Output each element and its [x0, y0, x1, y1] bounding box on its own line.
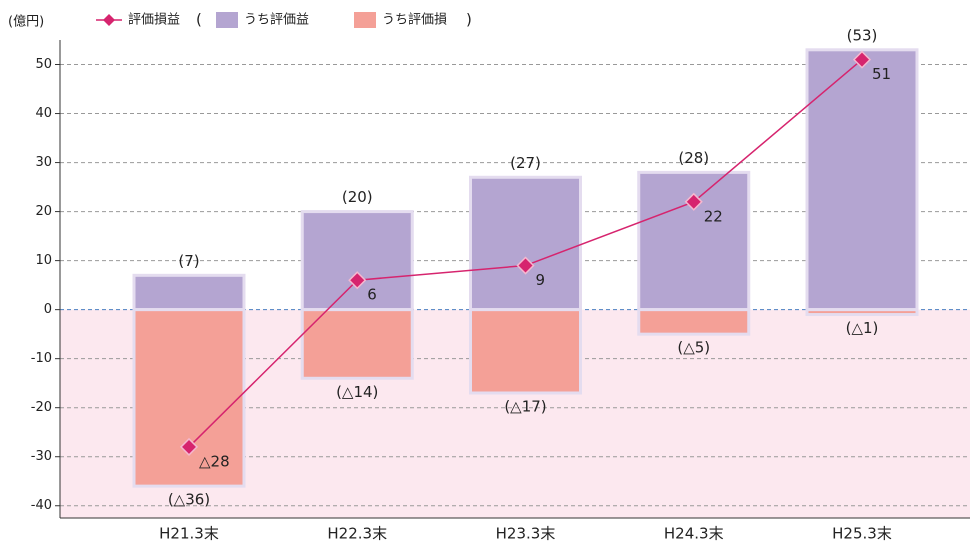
bar-body [805, 48, 919, 312]
value-label: 22 [704, 207, 723, 225]
y-tick-label: -30 [31, 449, 52, 464]
value-label: (28) [678, 149, 709, 167]
legend-label: 評価損益 [128, 13, 180, 28]
x-tick-label: H21.3末 [159, 525, 219, 543]
y-tick-label: 30 [35, 155, 52, 170]
x-tick-label: H23.3末 [496, 525, 556, 543]
value-label: (20) [342, 188, 373, 206]
value-label: (△36) [168, 491, 210, 509]
y-tick-label: -40 [31, 498, 52, 513]
y-tick-label: -20 [31, 400, 52, 415]
legend-swatch [354, 12, 376, 28]
x-tick-label: H25.3末 [832, 525, 892, 543]
line-marker [516, 256, 535, 275]
x-tick-label: H24.3末 [664, 525, 724, 543]
legend-bracket: ( [196, 11, 202, 29]
y-tick-label: 40 [35, 106, 52, 121]
y-tick-label: 0 [44, 302, 52, 317]
bar-body [805, 308, 919, 317]
unit-label: (億円) [8, 14, 44, 30]
legend-label: うち評価損 [382, 13, 447, 28]
y-tick-label: 20 [35, 204, 52, 219]
bar [805, 308, 919, 317]
bar [469, 308, 582, 395]
value-label: (7) [178, 252, 199, 270]
line-marker [348, 271, 367, 290]
x-tick-label: H22.3末 [327, 525, 387, 543]
legend-marker [103, 14, 115, 26]
bar [469, 175, 582, 312]
bar-body [469, 175, 582, 312]
bar [132, 308, 246, 488]
value-label: (△14) [336, 383, 378, 401]
legend-bracket: ) [466, 11, 472, 29]
legend-swatch [216, 12, 238, 28]
value-label: (27) [510, 154, 541, 172]
bar-body [637, 308, 751, 336]
y-tick-label: 10 [35, 253, 52, 268]
value-label: (△5) [677, 339, 710, 357]
value-label: △28 [199, 452, 230, 470]
y-tick-label: 50 [35, 57, 52, 72]
legend-label: うち評価益 [244, 13, 309, 28]
value-label: (53) [847, 26, 878, 44]
value-label: 6 [367, 286, 377, 304]
bar [637, 308, 751, 336]
value-label: 9 [536, 271, 546, 289]
value-label: (△1) [846, 319, 879, 337]
bar [300, 210, 414, 312]
bar-body [132, 308, 246, 488]
bar [300, 308, 414, 380]
line-marker [684, 192, 703, 211]
bar [805, 48, 919, 312]
bar-body [300, 308, 414, 380]
bar-body [469, 308, 582, 395]
line-marker [179, 437, 199, 456]
value-label: (△17) [504, 397, 546, 415]
bar-body [300, 210, 414, 312]
value-label: 51 [872, 65, 891, 83]
bar-body [132, 273, 246, 312]
y-tick-label: -10 [31, 351, 52, 366]
line-marker [852, 50, 872, 69]
bar [132, 273, 246, 312]
